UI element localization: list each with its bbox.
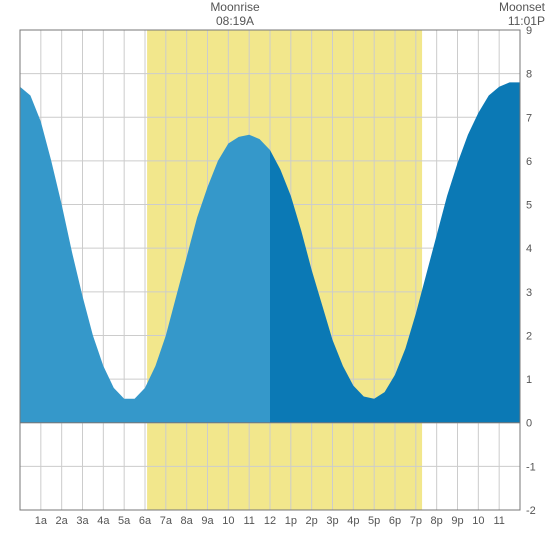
svg-text:0: 0 [526,418,532,430]
svg-text:4p: 4p [347,515,359,527]
svg-text:-2: -2 [526,505,536,517]
svg-text:10: 10 [222,515,234,527]
moonrise-label: Moonrise [210,0,259,14]
svg-text:2a: 2a [56,515,69,527]
chart-svg: 1a2a3a4a5a6a7a8a9a1011121p2p3p4p5p6p7p8p… [0,0,550,550]
svg-text:8a: 8a [181,515,194,527]
svg-text:5p: 5p [368,515,380,527]
svg-text:2: 2 [526,330,532,342]
svg-text:1a: 1a [35,515,48,527]
svg-text:12: 12 [264,515,276,527]
svg-text:5a: 5a [118,515,131,527]
svg-text:8: 8 [526,69,532,81]
svg-text:5: 5 [526,200,532,212]
moonrise-header: Moonrise 08:19A [200,0,270,29]
svg-text:9p: 9p [451,515,463,527]
moonrise-time: 08:19A [216,14,254,28]
svg-text:3: 3 [526,287,532,299]
svg-text:1p: 1p [285,515,297,527]
svg-text:4: 4 [526,243,532,255]
svg-text:3a: 3a [76,515,89,527]
svg-text:11: 11 [493,515,504,527]
svg-text:9a: 9a [201,515,214,527]
svg-text:7a: 7a [160,515,173,527]
svg-text:3p: 3p [326,515,338,527]
tide-chart: Moonrise 08:19A Moonset 11:01P 1a 2a 3a 4a 5… [0,0,550,550]
moonset-header: Moonset 11:01P [485,0,545,29]
svg-text:10: 10 [472,515,484,527]
svg-text:6p: 6p [389,515,401,527]
svg-text:1: 1 [526,374,532,386]
svg-text:2p: 2p [306,515,318,527]
svg-text:4a: 4a [97,515,110,527]
moonset-time: 11:01P [508,14,545,28]
svg-text:6a: 6a [139,515,152,527]
svg-text:6: 6 [526,156,532,168]
svg-text:7: 7 [526,112,532,124]
svg-text:7p: 7p [410,515,422,527]
svg-text:-1: -1 [526,461,536,473]
svg-text:11: 11 [243,515,254,527]
moonset-label: Moonset [499,0,545,14]
svg-text:8p: 8p [431,515,443,527]
